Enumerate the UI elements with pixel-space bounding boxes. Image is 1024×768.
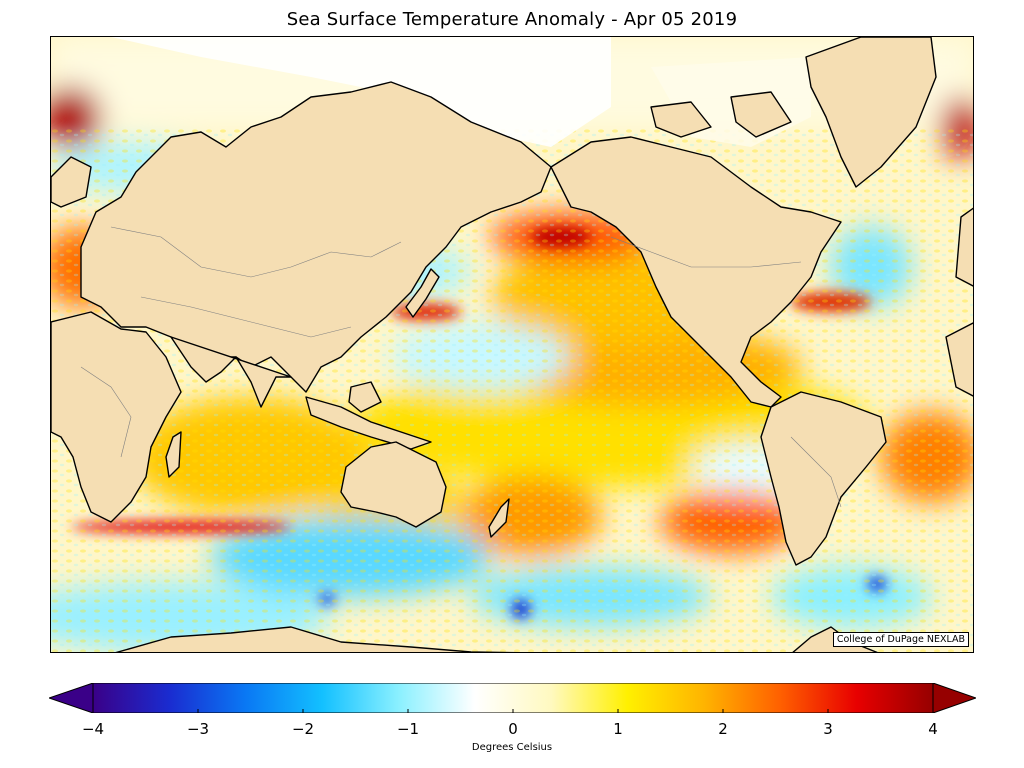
colorbar-tick-label: −4 bbox=[81, 720, 105, 738]
japan bbox=[405, 268, 440, 318]
colorbar-tick-label: 4 bbox=[928, 720, 938, 738]
borders bbox=[80, 226, 842, 508]
credit-label: College of DuPage NEXLAB bbox=[832, 632, 969, 647]
colorbar-min-arrow bbox=[47, 682, 94, 714]
colorbar-bar bbox=[92, 682, 934, 714]
landmasses bbox=[51, 37, 973, 652]
colorbar-label: Degrees Celsius bbox=[471, 742, 553, 753]
australia bbox=[340, 441, 447, 528]
colorbar-max-arrow bbox=[932, 682, 978, 714]
colorbar-tick-label: −3 bbox=[186, 720, 210, 738]
madagascar bbox=[165, 431, 182, 478]
indonesia bbox=[305, 396, 432, 450]
sst-anomaly-map: College of DuPage NEXLAB bbox=[50, 36, 974, 653]
colorbar-tick-label: 3 bbox=[823, 720, 833, 738]
colorbar-tick-label: −2 bbox=[291, 720, 315, 738]
south-america bbox=[760, 391, 887, 566]
colorbar-tick-label: 1 bbox=[613, 720, 623, 738]
antarctica bbox=[115, 626, 521, 652]
borneo bbox=[348, 381, 382, 413]
africa bbox=[51, 311, 182, 523]
colorbar-tick-label: 0 bbox=[508, 720, 518, 738]
north-america bbox=[550, 136, 842, 408]
colorbar-tick-label: 2 bbox=[718, 720, 728, 738]
greenland bbox=[805, 37, 937, 188]
map-canvas bbox=[51, 37, 973, 652]
new-zealand bbox=[488, 498, 510, 538]
colorbar bbox=[47, 682, 978, 714]
colorbar-svg bbox=[47, 682, 978, 714]
south-asia bbox=[170, 336, 292, 408]
map-title: Sea Surface Temperature Anomaly - Apr 05… bbox=[286, 9, 738, 30]
colorbar-ticks bbox=[92, 709, 934, 713]
colorbar-tick-label: −1 bbox=[396, 720, 420, 738]
sea-ice bbox=[111, 37, 611, 147]
